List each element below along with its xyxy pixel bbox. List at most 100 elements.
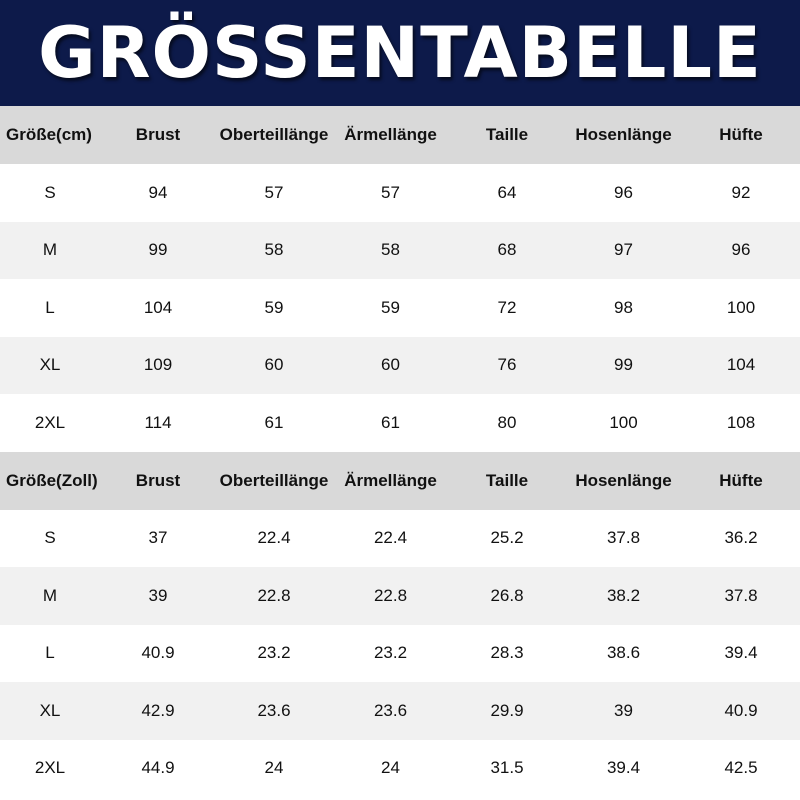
column-header: Ärmellänge [344, 125, 437, 144]
table-cell: 22.4 [373, 528, 408, 548]
table-cell: 104 [143, 297, 173, 317]
table-cell: 28.3 [490, 643, 524, 663]
table-cell: 2XL [34, 412, 66, 432]
table-cell: 72 [497, 297, 517, 317]
column-header: Hüfte [719, 125, 763, 144]
table-cell: 23.2 [257, 643, 291, 663]
table-row: M 99 58 58 68 97 96 [0, 221, 800, 279]
table-row: L 40.9 23.2 23.2 28.3 38.6 39.4 [0, 624, 800, 682]
table-cell: 99 [148, 240, 168, 260]
table-cell: 96 [614, 182, 633, 202]
table-cell: 44.9 [141, 758, 175, 778]
table-cell: 24 [381, 758, 400, 778]
table-row: 2XL 44.9 24 24 31.5 39.4 42.5 [0, 739, 800, 797]
table-cell: 60 [381, 355, 400, 375]
table-cell: 39.4 [724, 643, 758, 663]
column-header: Ärmellänge [344, 470, 437, 490]
table-cell: 26.8 [490, 585, 524, 605]
table-cell: 59 [264, 297, 284, 317]
table-cell: 39 [148, 585, 168, 605]
table-cell: XL [39, 355, 61, 375]
table-cell: 38.6 [606, 643, 641, 663]
table-cell: M [42, 585, 58, 605]
table-cell: 61 [264, 412, 284, 432]
table-cell: 2XL [34, 758, 66, 778]
column-header: Brust [135, 125, 181, 144]
column-header: Hosenlänge [575, 125, 672, 144]
header-row: Größe(Zoll) Brust Oberteillänge Ärmellänge T… [0, 451, 800, 510]
table-cell: 29.9 [490, 700, 524, 720]
table-cell: 96 [731, 240, 751, 260]
table-cell: 23.2 [373, 643, 408, 663]
table-cell: 31.5 [490, 758, 524, 778]
size-tables: Größe(cm) Brust Oberteillänge Ärmellänge Tai… [0, 106, 800, 797]
table-cell: 80 [497, 412, 517, 432]
table-cell: S [44, 182, 56, 202]
table-cell: 58 [381, 240, 400, 260]
title: GRÖSSENTABELLE [38, 12, 762, 94]
column-header: Taille [485, 470, 529, 490]
table-cell: 22.4 [257, 528, 291, 548]
table-cell: 61 [381, 412, 400, 432]
table-cell: 42.5 [724, 758, 758, 778]
table-cell: L [45, 643, 55, 663]
column-header: Brust [135, 470, 181, 490]
table-cell: 25.2 [490, 528, 524, 548]
table-cell: 24 [264, 758, 284, 778]
table-cell: L [45, 297, 55, 317]
table-cell: 57 [381, 182, 400, 202]
table-cell: 94 [148, 182, 168, 202]
table-row: XL 42.9 23.6 23.6 29.9 39 40.9 [0, 682, 800, 740]
table-cell: 38.2 [606, 585, 641, 605]
table-cell: 58 [264, 240, 284, 260]
table-cell: 37.8 [724, 585, 758, 605]
table-cell: 68 [497, 240, 517, 260]
banner: GRÖSSENTABELLE [0, 0, 800, 106]
table-cell: 39.4 [606, 758, 641, 778]
table-cell: 36.2 [724, 528, 758, 548]
column-header: Hüfte [719, 470, 763, 490]
table-cell: 98 [614, 297, 633, 317]
table-cell: 108 [726, 412, 756, 432]
table-cell: 40.9 [724, 700, 758, 720]
table-cell: 76 [497, 355, 517, 375]
table-cell: XL [39, 700, 61, 720]
column-header: Oberteillänge [219, 470, 329, 490]
table-cell: 57 [264, 182, 284, 202]
table-cell: 37.8 [606, 528, 641, 548]
table-cell: 23.6 [373, 700, 408, 720]
header-row: Größe(cm) Brust Oberteillänge Ärmellänge Tai… [0, 106, 800, 164]
column-header: Taille [485, 125, 529, 144]
table-cell: 37 [148, 528, 168, 548]
table-cell: 42.9 [141, 700, 175, 720]
table-cell: 22.8 [257, 585, 291, 605]
table-cell: 100 [609, 412, 638, 432]
column-header: Hosenlänge [575, 470, 672, 490]
table-row: XL 109 60 60 76 99 104 [0, 336, 800, 394]
table-row: 2XL 114 61 61 80 100 108 [0, 394, 800, 452]
table-cell: 92 [731, 182, 751, 202]
table-cell: 23.6 [257, 700, 291, 720]
table-row: L 104 59 59 72 98 100 [0, 279, 800, 337]
table-cell: 64 [497, 182, 517, 202]
column-header: Größe(Zoll) [6, 470, 98, 490]
table-cell: 100 [726, 297, 756, 317]
table-row: S 37 22.4 22.4 25.2 37.8 36.2 [0, 509, 800, 567]
table-cell: M [42, 240, 58, 260]
table-row: S 94 57 57 64 96 92 [0, 164, 800, 222]
table-cell: 60 [264, 355, 284, 375]
table-cell: 109 [143, 355, 173, 375]
table-cell: 114 [144, 412, 172, 432]
table-cell: 22.8 [373, 585, 408, 605]
table-cell: 99 [614, 355, 633, 375]
table-cell: 40.9 [141, 643, 175, 663]
column-header: Oberteillänge [219, 125, 329, 144]
table-cell: 97 [614, 240, 633, 260]
table-row: M 39 22.8 22.8 26.8 38.2 37.8 [0, 567, 800, 625]
table-cell: 39 [614, 700, 633, 720]
table-cell: 59 [381, 297, 400, 317]
column-header: Größe(cm) [6, 125, 92, 144]
table-cell: 104 [726, 355, 756, 375]
table-cell: S [44, 528, 56, 548]
